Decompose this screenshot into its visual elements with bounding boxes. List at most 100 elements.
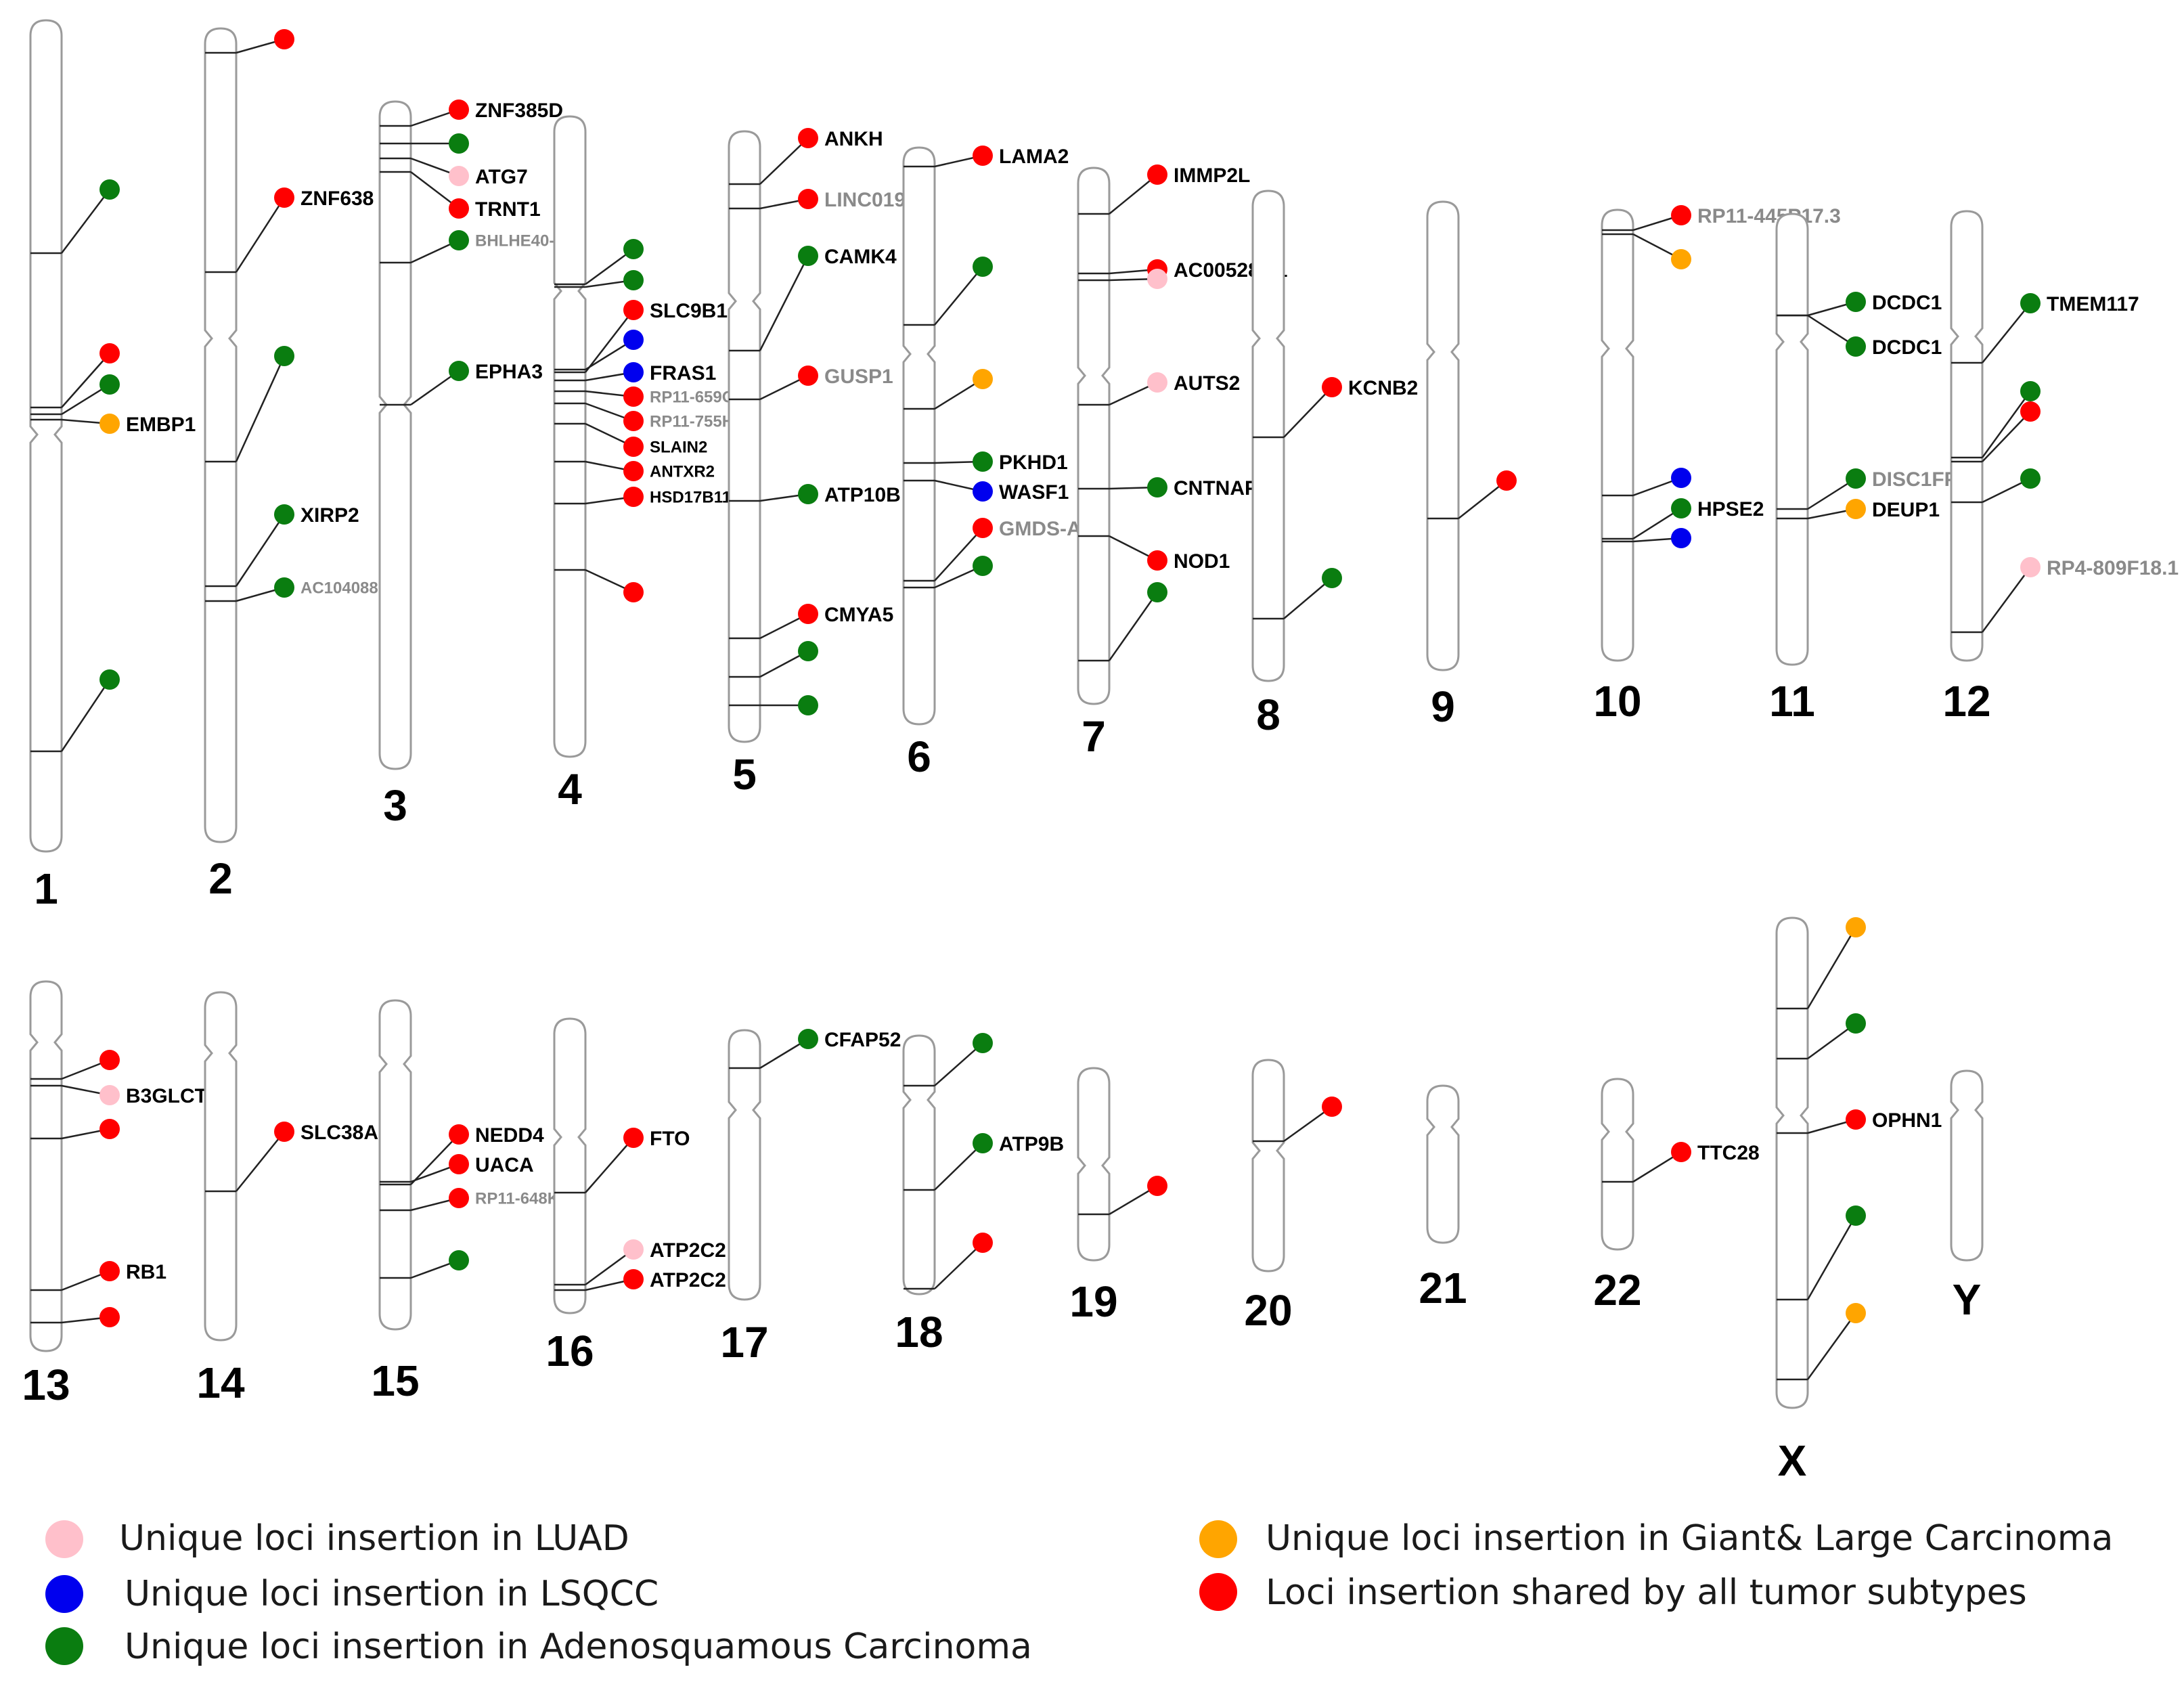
insertion-locus: ANKH — [729, 128, 883, 185]
gene-label: PKHD1 — [999, 451, 1068, 474]
gene-label: FRAS1 — [650, 362, 716, 384]
insertion-locus: SLAIN2 — [554, 422, 707, 457]
chromosome-X: X OPHN1 — [1775, 916, 1942, 1485]
gene-label: XIRP2 — [300, 504, 359, 527]
chromosome-label: 5 — [732, 750, 757, 799]
gene-label: SLAIN2 — [650, 439, 707, 457]
insertion-locus: SLC9B1 — [554, 300, 728, 374]
chromosome-label: 8 — [1256, 690, 1280, 739]
insertion-locus: HSD17B11 — [554, 487, 731, 507]
insertion-marker-shared — [449, 99, 469, 120]
chromosome-1: 1 EMBP1 — [29, 19, 196, 913]
chromosome-body — [1077, 1067, 1111, 1262]
insertion-marker-shared — [274, 29, 294, 49]
insertion-locus — [729, 641, 818, 678]
leader-line — [61, 353, 110, 408]
insertion-marker-shared — [798, 604, 818, 624]
gene-label: RP11-445P17.3 — [1697, 205, 1841, 227]
insertion-locus — [554, 330, 644, 371]
legend-swatch — [45, 1520, 83, 1558]
chromosome-17: 17 CFAP52 — [720, 1029, 901, 1367]
insertion-locus — [1951, 401, 2041, 463]
insertion-marker-adeno — [798, 484, 818, 504]
insertion-marker-adeno — [623, 270, 644, 290]
insertion-locus — [1602, 468, 1691, 497]
insertion-marker-shared — [1147, 550, 1167, 571]
leader-line — [1283, 577, 1333, 619]
insertion-marker-luad — [623, 1239, 644, 1260]
insertion-locus: OPHN1 — [1777, 1109, 1942, 1134]
insertion-locus: HPSE2 — [1602, 498, 1764, 540]
insertion-locus — [205, 29, 294, 54]
chromosome-body — [204, 27, 238, 843]
chromosome-label: 10 — [1593, 677, 1641, 726]
insertion-locus: SLC38A6 — [205, 1122, 390, 1193]
insertion-locus: DCDC1 — [1777, 292, 1942, 317]
insertion-locus — [1078, 269, 1167, 289]
insertion-marker-lsqcc — [623, 362, 644, 382]
leader-line — [1981, 567, 2032, 633]
insertion-locus: CMYA5 — [729, 604, 893, 640]
chromosome-21: 21 — [1419, 1084, 1467, 1312]
chromosome-body — [29, 19, 63, 853]
insertion-locus: ATP2C2 — [554, 1269, 726, 1291]
insertion-locus — [1602, 528, 1691, 548]
insertion-marker-shared — [798, 189, 818, 209]
gene-label: DCDC1 — [1872, 336, 1942, 359]
chromosome-18: 18 ATP9B — [895, 1033, 1064, 1356]
insertion-locus: DCDC1 — [1777, 314, 1942, 359]
insertion-marker-luad — [2020, 557, 2041, 577]
insertion-marker-lsqcc — [1671, 468, 1691, 488]
chromosome-body — [902, 146, 936, 726]
insertion-locus: TRNT1 — [380, 171, 541, 221]
insertion-marker-adeno — [1147, 477, 1167, 497]
gene-label: ATP2C2 — [650, 1269, 726, 1291]
leader-line — [410, 1134, 460, 1185]
insertion-marker-adeno — [99, 669, 120, 690]
chromosome-body — [728, 130, 761, 743]
insertion-locus — [1427, 470, 1517, 520]
insertion-marker-adeno — [1846, 1013, 1866, 1034]
insertion-marker-shared — [449, 1154, 469, 1174]
insertion-marker-adeno — [449, 361, 469, 381]
chromosome-body — [1950, 1069, 1984, 1262]
insertion-locus: TTC28 — [1602, 1142, 1760, 1183]
leader-line — [585, 1137, 634, 1193]
insertion-marker-adeno — [2020, 293, 2041, 313]
gene-label: EPHA3 — [475, 361, 543, 383]
insertion-marker-giant — [1846, 917, 1866, 937]
gene-label: KCNB2 — [1348, 377, 1418, 399]
insertion-locus — [1951, 468, 2041, 504]
gene-label: TMEM117 — [2047, 293, 2139, 315]
insertion-marker-adeno — [2020, 468, 2041, 489]
insertion-marker-adeno — [1671, 498, 1691, 518]
chromosome-body — [378, 999, 412, 1331]
leader-line — [235, 514, 286, 587]
gene-label: UACA — [475, 1154, 534, 1176]
chromosome-10: 10 RP11-445P17.3 HPSE2 — [1593, 205, 1840, 726]
gene-label: IMMP2L — [1174, 164, 1250, 187]
insertion-marker-adeno — [798, 1029, 818, 1049]
insertion-marker-lsqcc — [623, 330, 644, 350]
insertion-marker-adeno — [274, 504, 294, 525]
chromosome-body — [553, 1017, 587, 1314]
chromosome-label: 12 — [1942, 677, 1990, 726]
insertion-marker-shared — [1846, 1109, 1866, 1130]
gene-label: ANKH — [824, 128, 883, 150]
insertion-locus — [1777, 1205, 1866, 1301]
insertion-locus — [30, 374, 120, 416]
insertion-marker-adeno — [1846, 1205, 1866, 1226]
insertion-marker-giant — [973, 369, 993, 389]
insertion-locus: CFAP52 — [729, 1029, 901, 1069]
insertion-locus — [30, 1050, 120, 1080]
insertion-marker-shared — [973, 518, 993, 538]
legend-label: Unique loci insertion in Giant& Large Ca… — [1266, 1518, 2113, 1559]
gene-label: ZNF385D — [475, 99, 563, 122]
leader-line — [934, 266, 983, 326]
leader-line — [1109, 174, 1158, 215]
chromosome-label: 20 — [1244, 1286, 1292, 1335]
insertion-locus — [904, 257, 993, 326]
gene-label: CAMK4 — [824, 246, 897, 268]
